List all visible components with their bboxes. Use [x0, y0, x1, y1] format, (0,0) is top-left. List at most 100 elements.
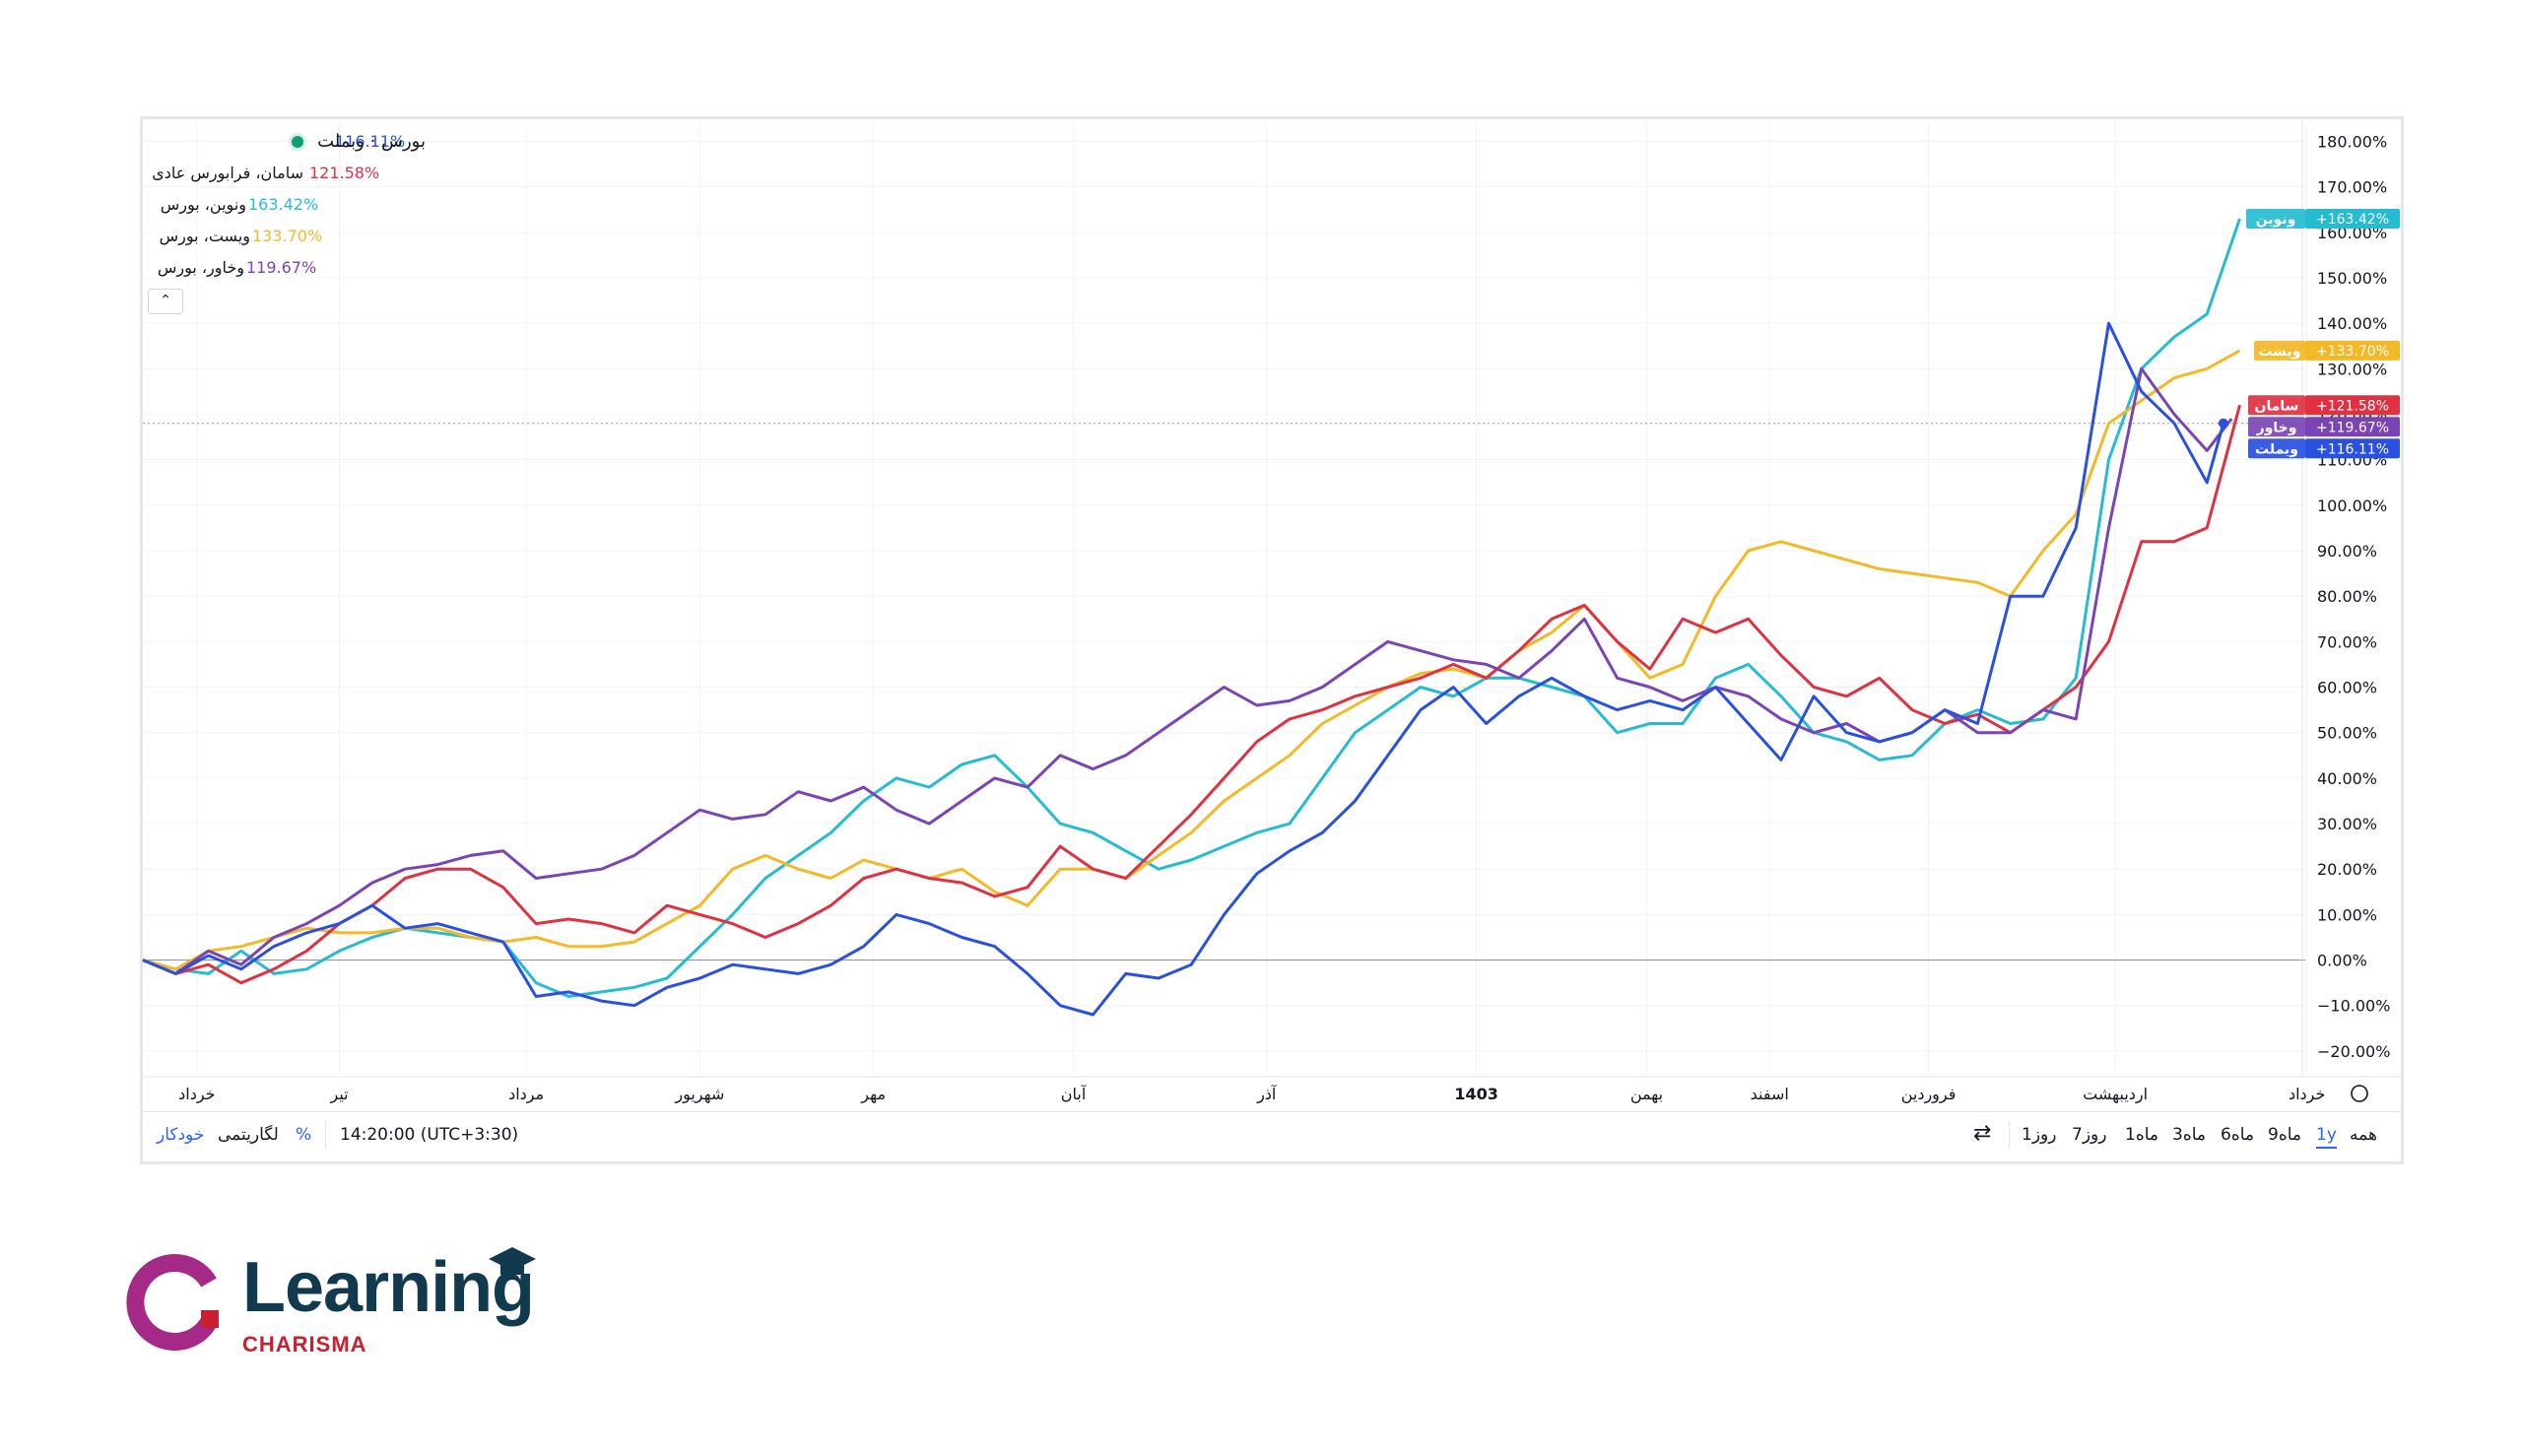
badge-name-bg: [2246, 208, 2305, 229]
badge-value-bg: [2305, 395, 2400, 416]
y-tick-label: 130.00%: [2317, 360, 2387, 378]
legend-name: وخاور، بورس: [157, 258, 244, 277]
legend-value: 163.42%: [248, 195, 319, 214]
range-1m-button[interactable]: 1ماه: [2125, 1125, 2159, 1145]
y-tick-label: 170.00%: [2317, 178, 2387, 197]
legend-row[interactable]: 119.67% وخاور، بورس: [152, 256, 398, 280]
legend-name: سامان، فرابورس عادی: [152, 164, 303, 182]
badge-value-label: +119.67%: [2316, 420, 2389, 435]
y-tick-label: 10.00%: [2317, 905, 2377, 924]
legend-collapse-button[interactable]: ⌃: [148, 289, 183, 314]
x-tick-label: خرداد: [2289, 1085, 2325, 1104]
logo-subtitle: CHARISMA: [242, 1332, 367, 1357]
y-tick-label: −20.00%: [2317, 1042, 2390, 1061]
timezone-button[interactable]: 14:20:00 (UTC+3:30): [340, 1125, 519, 1145]
y-tick-label: −10.00%: [2317, 997, 2390, 1016]
price-badge: +119.67% وخاور: [2248, 417, 2400, 437]
x-tick-label: آبان: [1061, 1085, 1088, 1103]
range-1y-button[interactable]: 1y: [2316, 1125, 2337, 1149]
range-9m-button[interactable]: 9ماه: [2268, 1125, 2302, 1145]
series-line: [142, 321, 2225, 1017]
y-tick-label: 50.00%: [2317, 724, 2377, 743]
last-value-dot: [2218, 418, 2228, 429]
badge-value-label: +121.58%: [2316, 398, 2389, 414]
logo-title: Learning: [242, 1248, 535, 1327]
y-tick-label: 70.00%: [2317, 632, 2377, 651]
y-tick-label: 20.00%: [2317, 860, 2377, 879]
badge-value-bg: [2305, 208, 2400, 229]
compare-range-icon[interactable]: ⇄: [1973, 1121, 1992, 1146]
badge-value-bg: [2305, 340, 2400, 361]
x-tick-label: مرداد: [508, 1085, 544, 1104]
x-tick-label: اردیبهشت: [2083, 1085, 2148, 1104]
log-scale-button[interactable]: لگاریتمی: [218, 1125, 279, 1145]
range-3m-button[interactable]: 3ماه: [2172, 1125, 2207, 1145]
x-tick-label: فروردین: [1901, 1085, 1957, 1104]
badge-name-label: ویست: [2258, 344, 2300, 360]
y-tick-label: 30.00%: [2317, 815, 2377, 833]
badge-name-bg: [2248, 395, 2305, 416]
legend-row[interactable]: 133.70% ویست، بورس: [152, 225, 398, 248]
badge-name-bg: [2248, 417, 2305, 437]
legend-row[interactable]: 163.42% ونوین، بورس: [152, 193, 398, 217]
x-tick-label: اسفند: [1751, 1085, 1789, 1103]
legend-main-symbol: بورس · وبملت: [317, 131, 426, 152]
badge-name-label: سامان: [2255, 398, 2299, 414]
badge-name-label: ونوین: [2256, 212, 2296, 228]
y-tick-label: 60.00%: [2317, 679, 2377, 697]
legend-value: 119.67%: [246, 258, 317, 277]
range-7d-button[interactable]: 7روز: [2072, 1125, 2107, 1145]
legend-main[interactable]: 116.11% بورس · وبملت: [152, 130, 426, 154]
price-badge: +133.70% ویست: [2254, 340, 2400, 361]
y-tick-label: 180.00%: [2317, 132, 2387, 151]
y-tick-label: 90.00%: [2317, 542, 2377, 561]
price-badge: +116.11% وبملت: [2248, 438, 2400, 459]
badge-name-label: وخاور: [2256, 420, 2297, 435]
settings-icon[interactable]: [2351, 1085, 2368, 1102]
price-badge: +163.42% ونوین: [2246, 208, 2400, 229]
x-tick-label: شهریور: [674, 1085, 724, 1104]
badge-value-bg: [2305, 438, 2400, 459]
x-tick-label: تیر: [329, 1085, 348, 1104]
range-all-button[interactable]: همه: [2350, 1125, 2377, 1145]
toolbar-separator: [2009, 1121, 2010, 1149]
badge-value-bg: [2305, 417, 2400, 437]
legend-name: ویست، بورس: [159, 227, 250, 245]
percent-scale-button[interactable]: %: [296, 1125, 312, 1145]
graduation-cap-icon: [489, 1247, 536, 1275]
badge-value-label: +116.11%: [2316, 441, 2389, 457]
toolbar-separator: [325, 1121, 326, 1149]
series-line: [142, 218, 2241, 998]
y-tick-label: 150.00%: [2317, 269, 2387, 288]
y-tick-label: 100.00%: [2317, 496, 2387, 515]
y-tick-label: 0.00%: [2317, 952, 2367, 970]
badge-value-label: +163.42%: [2316, 212, 2389, 228]
x-tick-label: آذر: [1256, 1085, 1278, 1104]
range-1d-button[interactable]: 1روز: [2022, 1125, 2057, 1145]
legend-main-value: 116.11%: [335, 132, 406, 151]
bottom-toolbar: خودکار لگاریتمی % 14:20:00 (UTC+3:30) ⇄ …: [143, 1111, 2401, 1162]
legend-name: ونوین، بورس: [160, 195, 246, 214]
logo-mark-icon: [126, 1254, 219, 1351]
badge-name-bg: [2254, 340, 2305, 361]
learning-charisma-logo: Learning CHARISMA: [126, 1247, 536, 1357]
legend-dot-icon: [292, 136, 303, 148]
toolbar-divider: [143, 1111, 2401, 1112]
legend-row[interactable]: 121.58% سامان، فرابورس عادی: [152, 162, 398, 185]
range-6m-button[interactable]: 6ماه: [2221, 1125, 2255, 1145]
y-tick-label: 80.00%: [2317, 587, 2377, 606]
badge-name-bg: [2248, 438, 2305, 459]
y-tick-label: 40.00%: [2317, 769, 2377, 788]
legend-value: 121.58%: [309, 164, 380, 182]
chart-frame: [140, 116, 2404, 1164]
badge-value-label: +133.70%: [2316, 344, 2389, 360]
x-tick-label: مهر: [860, 1085, 886, 1104]
x-tick-label: 1403: [1454, 1085, 1498, 1103]
price-badge: +121.58% سامان: [2248, 395, 2400, 416]
legend-value: 133.70%: [252, 227, 323, 245]
series-line: [142, 349, 2241, 971]
badge-name-label: وبملت: [2255, 441, 2298, 457]
series-line: [142, 404, 2241, 985]
auto-scale-button[interactable]: خودکار: [157, 1125, 205, 1145]
